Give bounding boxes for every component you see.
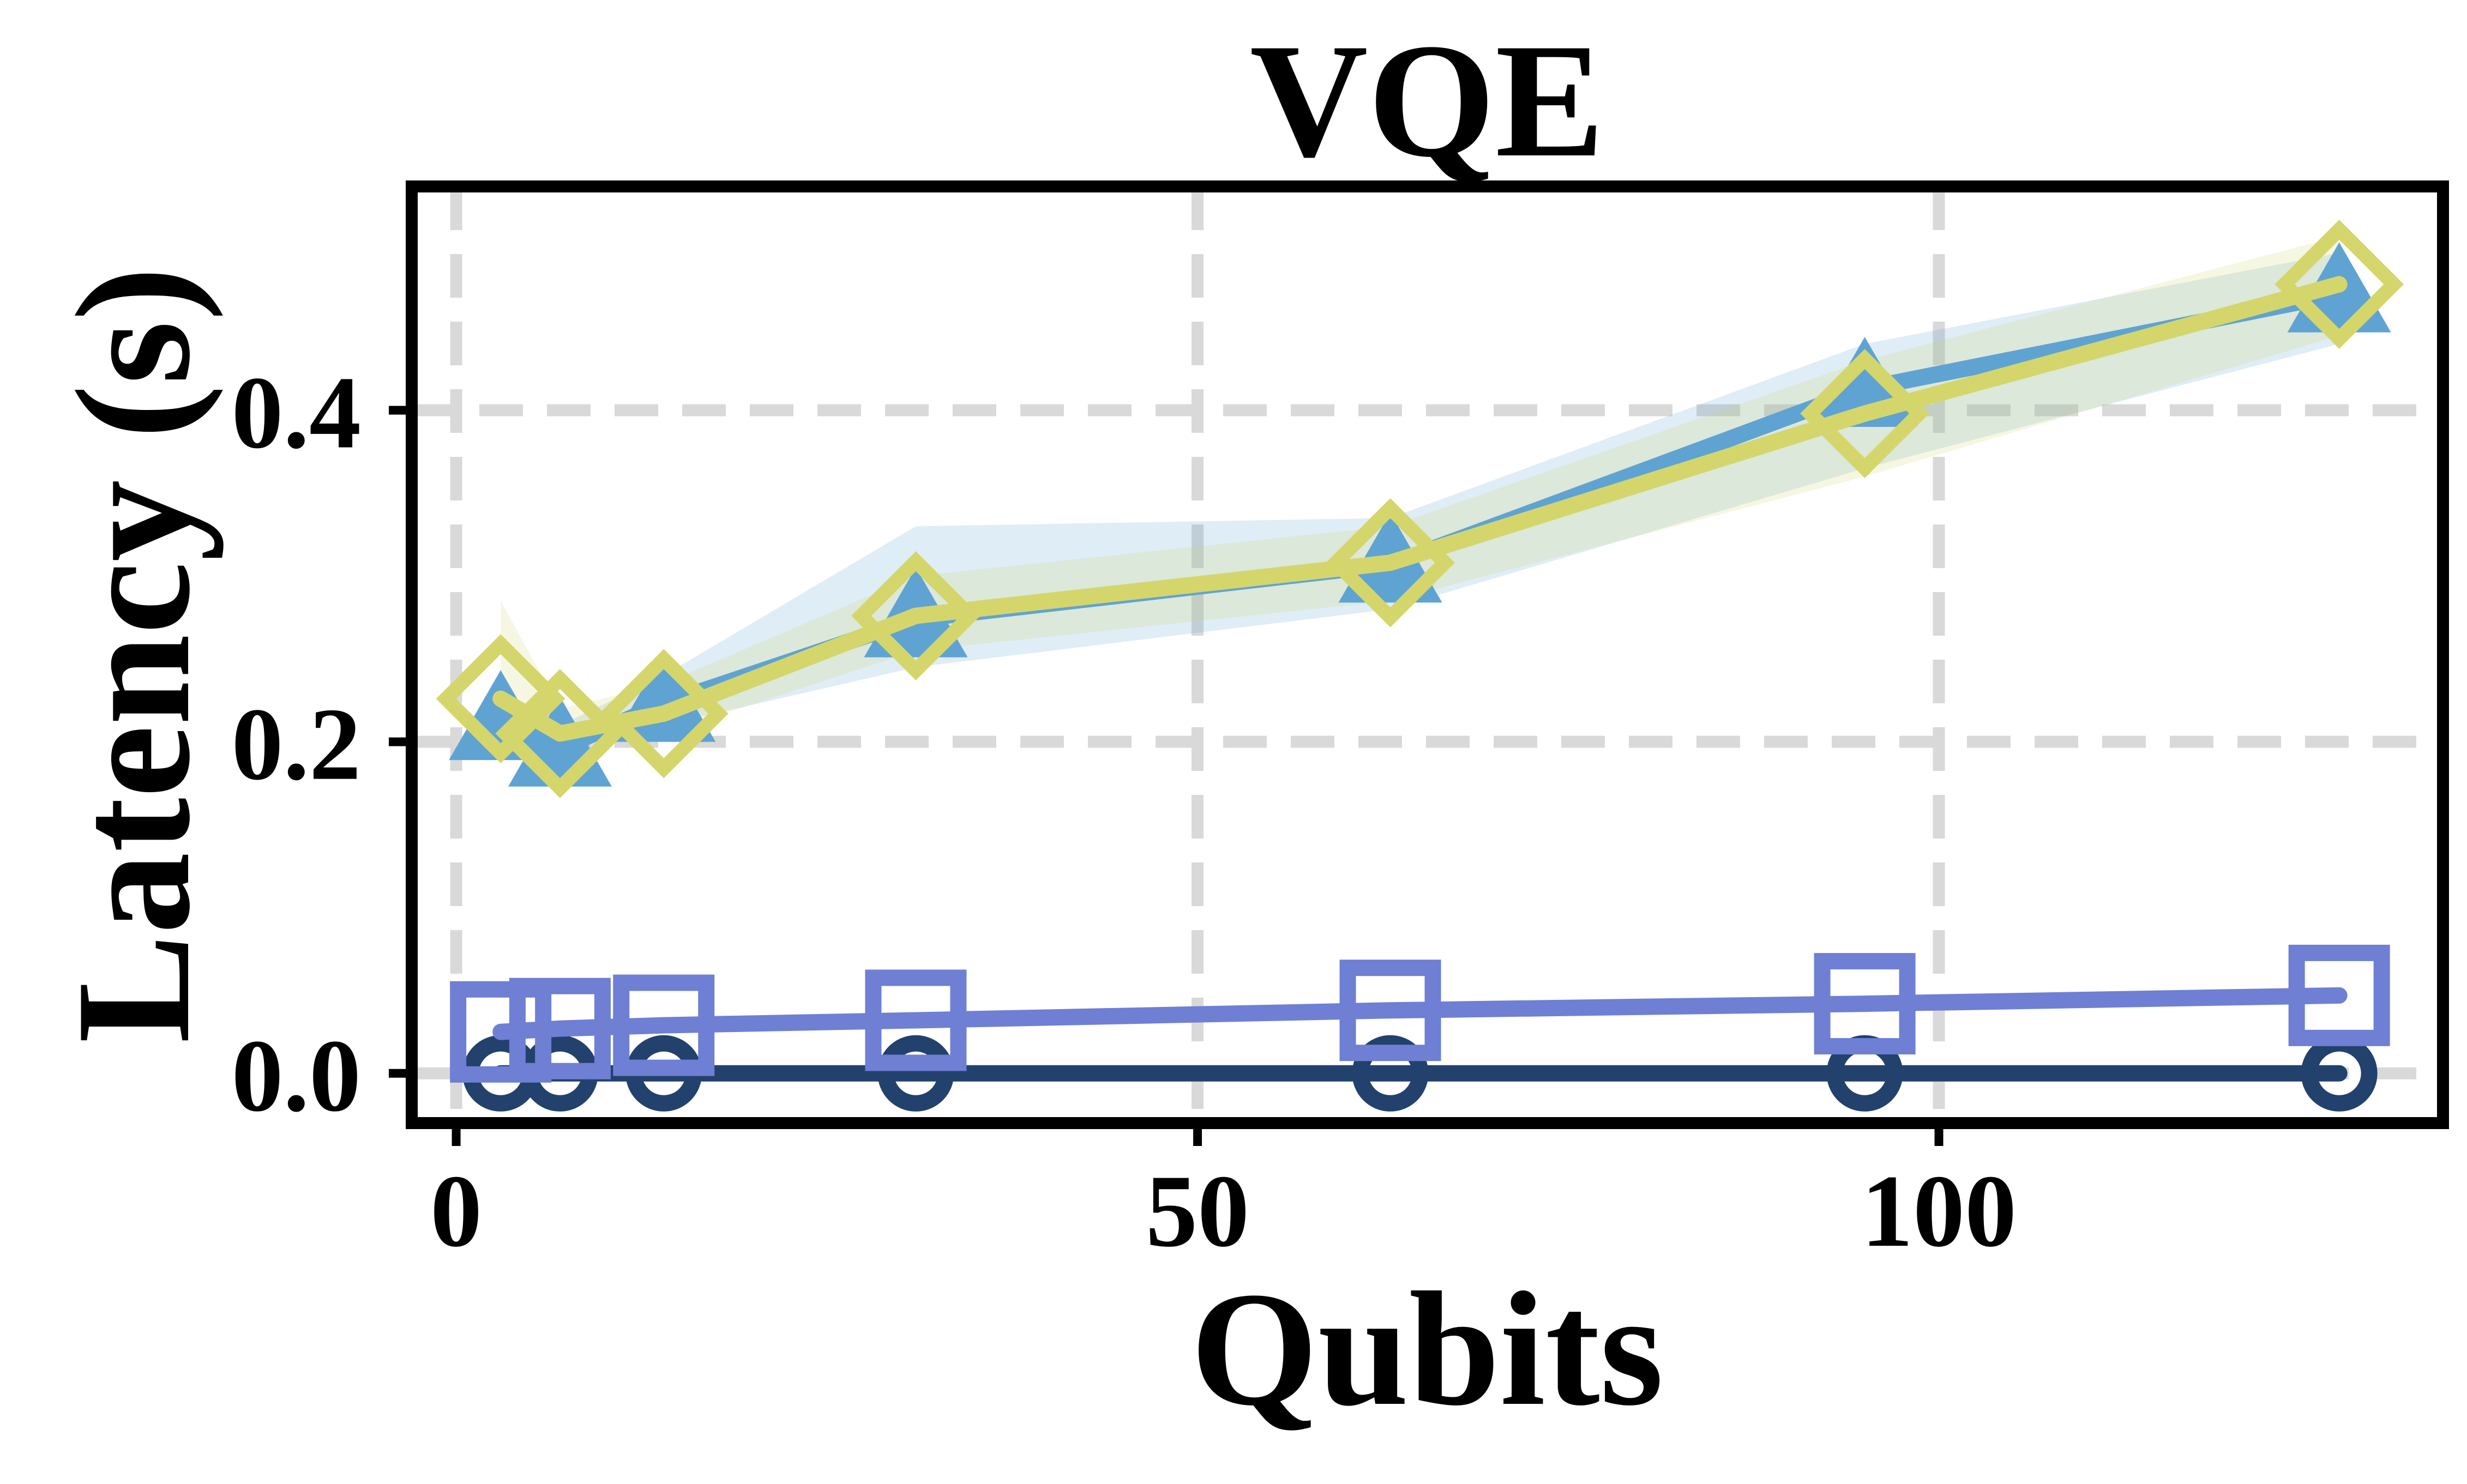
series-2-point-6: [2288, 944, 2390, 1046]
series-group-2: [450, 944, 2390, 1083]
x-tick-label-2: 100: [1861, 1154, 2017, 1269]
series-group-1: [436, 220, 2404, 798]
series-2-point-0: [450, 981, 552, 1083]
series-2-point-4: [1339, 960, 1441, 1061]
series-1-point-2: [599, 649, 729, 779]
series-1-point-0: [436, 634, 565, 763]
series-2-point-5: [1814, 953, 1916, 1055]
y-axis-label: Latency (s): [43, 267, 224, 1043]
series-3-point-3: [877, 1035, 954, 1112]
series-line-2: [492, 987, 2348, 1040]
plot-frame: [406, 180, 2449, 1129]
series-1-point-6: [2275, 220, 2404, 349]
series-3-point-4: [1352, 1035, 1429, 1112]
y-tick-label-1: 0.2: [232, 687, 362, 802]
confidence-bands: [501, 236, 2339, 759]
series-1-point-1: [495, 669, 625, 798]
series-1-point-4: [1326, 498, 1455, 628]
chart-title: VQE: [1250, 10, 1604, 191]
series-0-point-0: [449, 670, 553, 761]
series-2-point-1: [509, 978, 611, 1079]
series-1-point-3: [851, 551, 980, 680]
x-tick-label-0: 0: [430, 1154, 482, 1269]
series-2-point-3: [865, 969, 967, 1071]
y-tick-label-2: 0.4: [232, 355, 362, 470]
series-2-point-2: [613, 974, 715, 1076]
x-tick-label-1: 50: [1146, 1154, 1249, 1269]
tick-layer: 0 50 100 0.0 0.2 0.4: [232, 355, 2017, 1269]
series-line-1: [492, 276, 2348, 742]
x-axis-label: Qubits: [1190, 1258, 1663, 1439]
y-tick-label-0: 0.0: [232, 1019, 362, 1133]
series-1-point-5: [1800, 349, 1929, 478]
series-layer: [436, 220, 2404, 1112]
